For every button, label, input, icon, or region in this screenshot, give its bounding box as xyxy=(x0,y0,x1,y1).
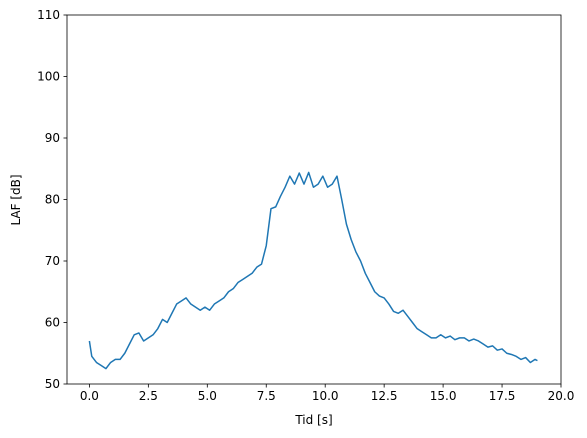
y-tick-label: 100 xyxy=(37,70,60,84)
x-tick-label: 7.5 xyxy=(257,389,276,403)
y-tick-label: 90 xyxy=(45,131,60,145)
x-tick-label: 12.5 xyxy=(371,389,398,403)
y-axis-label: LAF [dB] xyxy=(9,174,23,225)
x-tick-label: 10.0 xyxy=(312,389,339,403)
x-axis-label: Tid [s] xyxy=(294,413,332,427)
y-tick-label: 50 xyxy=(45,377,60,391)
y-tick-label: 80 xyxy=(45,193,60,207)
y-tick-label: 60 xyxy=(45,316,60,330)
y-tick-label: 110 xyxy=(37,8,60,22)
x-tick-label: 2.5 xyxy=(139,389,158,403)
y-tick-label: 70 xyxy=(45,254,60,268)
x-tick-label: 20.0 xyxy=(548,389,575,403)
x-tick-label: 15.0 xyxy=(430,389,457,403)
x-tick-label: 17.5 xyxy=(489,389,516,403)
axes-frame xyxy=(66,14,562,385)
x-tick-label: 5.0 xyxy=(198,389,217,403)
data-line xyxy=(88,171,538,370)
x-tick-label: 0.0 xyxy=(80,389,99,403)
